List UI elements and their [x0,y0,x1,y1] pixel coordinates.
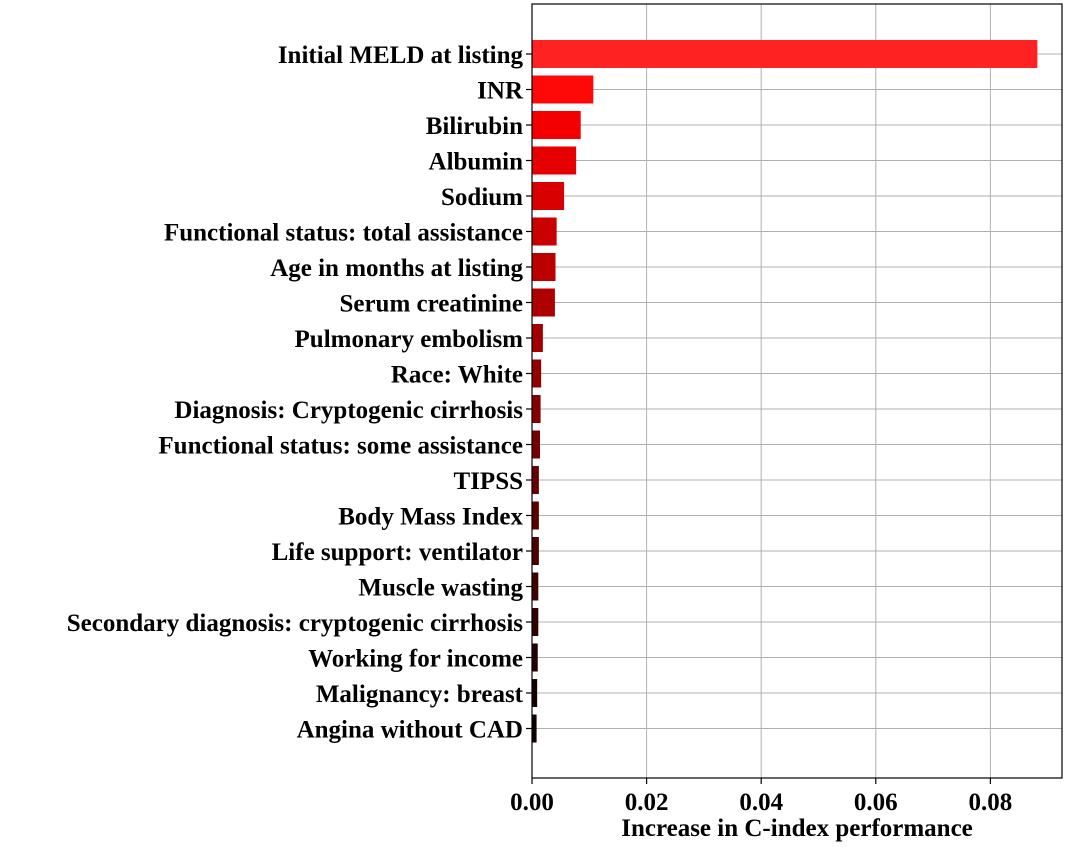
y-tick-label: Body Mass Index [338,504,523,531]
bar [532,217,557,246]
y-tick-label: Functional status: some assistance [158,433,523,460]
bar [532,75,594,104]
y-tick-label: Functional status: total assistance [164,220,523,247]
bar [532,40,1038,68]
x-tick-label: 0.02 [625,789,669,816]
y-tick-label: Bilirubin [426,113,523,140]
y-tick-label: Serum creatinine [339,291,523,318]
y-tick-label: Angina without CAD [297,717,523,744]
y-tick-label: Pulmonary embolism [295,326,524,353]
y-tick-label: Initial MELD at listing [278,42,524,69]
x-tick-label: 0.06 [854,789,898,816]
bar [532,466,539,494]
bar [532,537,539,565]
bar [532,253,556,281]
bar [532,608,539,636]
y-tick-label: INR [477,78,524,105]
bar [532,288,555,317]
bar [532,679,538,707]
bar [532,572,539,601]
y-tick-label: TIPSS [454,468,523,495]
bar [532,182,565,210]
y-tick-label: Malignancy: breast [316,681,524,708]
x-tick-label: 0.04 [739,789,783,816]
y-tick-layer: Initial MELD at listing INR Bilirubin Album… [67,42,532,744]
bar-layer [532,40,1038,743]
y-tick-label: Secondary diagnosis: cryptogenic cirrhos… [67,610,524,637]
bar [532,324,543,352]
y-tick-label: Diagnosis: Cryptogenic cirrhosis [174,397,523,424]
bar [532,395,541,423]
bar [532,714,537,743]
bar [532,146,577,175]
x-tick-label: 0.00 [510,789,554,816]
bar [532,643,538,672]
y-tick-label: Life support: ventilator [272,539,523,566]
bar [532,430,541,459]
x-axis-title: Increase in C-index performance [621,815,973,842]
x-tick-label: 0.08 [969,789,1013,816]
x-tick-layer: 0.00 0.02 0.04 0.06 0.08 [510,778,1012,816]
y-tick-label: Age in months at listing [270,255,523,282]
y-tick-label: Sodium [441,184,523,211]
bar [532,111,581,139]
bar [532,359,542,388]
y-tick-label: Albumin [429,149,524,176]
grid-layer [532,4,1062,778]
y-tick-label: Working for income [308,646,523,673]
plot-frame [531,3,1063,779]
y-tick-label: Race: White [391,362,523,389]
y-tick-label: Muscle wasting [358,575,523,602]
bar [532,501,539,530]
